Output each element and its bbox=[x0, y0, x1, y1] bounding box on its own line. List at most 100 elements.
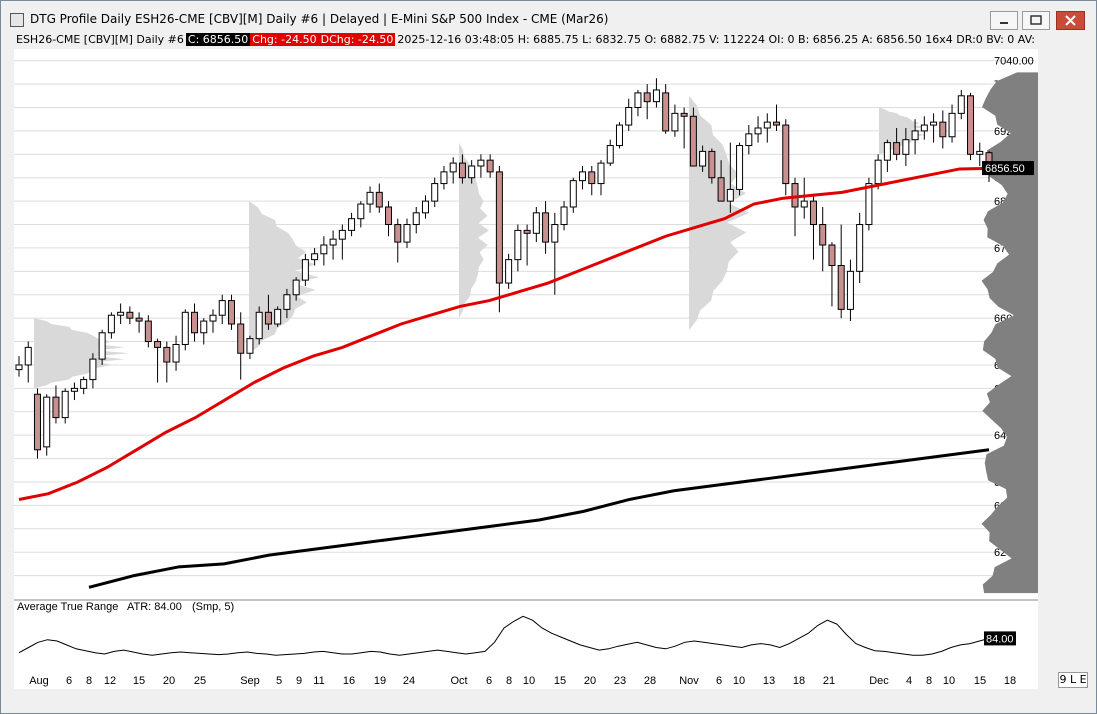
candle bbox=[486, 159, 494, 173]
candle bbox=[255, 311, 263, 340]
x-tick-label: 28 bbox=[644, 675, 656, 687]
candle bbox=[542, 212, 550, 243]
candle bbox=[930, 121, 938, 126]
candle bbox=[514, 229, 522, 261]
candle bbox=[292, 279, 300, 296]
candle bbox=[283, 294, 291, 310]
candle bbox=[246, 338, 254, 354]
candle bbox=[154, 341, 162, 348]
candle bbox=[394, 224, 402, 243]
candle bbox=[652, 89, 660, 103]
candle bbox=[126, 311, 134, 319]
chart-info-bar: ESH26-CME [CBV][M] Daily #6 C: 6856.50 Chg… bbox=[14, 33, 1038, 48]
candle bbox=[551, 224, 559, 243]
candle bbox=[874, 159, 882, 185]
close-icon bbox=[1065, 15, 1076, 26]
chart-plot-area[interactable]: 6160.006200.006240.006280.006320.006360.… bbox=[14, 49, 1038, 669]
x-tick-label: Sep bbox=[240, 675, 260, 687]
x-tick-label: Nov bbox=[679, 675, 699, 687]
x-tick-label: Oct bbox=[450, 675, 467, 687]
atr-value-label: ATR: 84.00 bbox=[127, 601, 182, 613]
candle bbox=[643, 92, 651, 103]
x-tick-label: 18 bbox=[1004, 675, 1016, 687]
candle bbox=[107, 314, 115, 334]
candle bbox=[181, 311, 189, 345]
x-tick-label: 13 bbox=[763, 675, 775, 687]
title-bar[interactable]: DTG Profile Daily ESH26-CME [CBV][M] Dai… bbox=[1, 1, 1096, 33]
last-price-marker bbox=[982, 161, 1034, 176]
candle bbox=[569, 180, 577, 208]
atr-title: Average True Range bbox=[17, 601, 118, 613]
candle bbox=[865, 183, 873, 226]
candle bbox=[24, 346, 32, 366]
candle bbox=[237, 323, 245, 354]
x-tick-label: 8 bbox=[86, 675, 92, 687]
candle bbox=[846, 270, 854, 310]
candle bbox=[689, 115, 697, 167]
candle bbox=[606, 145, 614, 164]
x-tick-label: 19 bbox=[374, 675, 386, 687]
minimize-button[interactable] bbox=[990, 11, 1018, 30]
candle bbox=[200, 320, 208, 334]
candle bbox=[440, 171, 448, 185]
status-badge: 9 L E bbox=[1058, 672, 1088, 688]
candle bbox=[320, 244, 328, 255]
candle bbox=[144, 320, 152, 343]
x-tick-label: 23 bbox=[614, 675, 626, 687]
x-tick-label: 15 bbox=[554, 675, 566, 687]
x-tick-label: 8 bbox=[926, 675, 932, 687]
candle bbox=[468, 165, 476, 179]
candle bbox=[80, 379, 88, 389]
x-tick-label: 15 bbox=[133, 675, 145, 687]
candle bbox=[920, 124, 928, 132]
volume-profile bbox=[34, 318, 129, 389]
x-tick-label: 4 bbox=[906, 675, 912, 687]
candle bbox=[773, 121, 781, 126]
maximize-icon bbox=[1030, 15, 1042, 25]
candle bbox=[274, 308, 282, 325]
symbol-label: ESH26-CME [CBV][M] Daily #6 bbox=[16, 33, 184, 46]
x-tick-label: 6 bbox=[716, 675, 722, 687]
candle bbox=[338, 229, 346, 240]
window-title: DTG Profile Daily ESH26-CME [CBV][M] Dai… bbox=[30, 12, 609, 26]
candle bbox=[98, 332, 106, 360]
candle bbox=[957, 95, 965, 114]
daily-change-value: DChg: -24.50 bbox=[318, 33, 396, 46]
atr-last-label: 84.00 bbox=[986, 633, 1014, 645]
candle bbox=[625, 107, 633, 126]
candle bbox=[828, 244, 836, 266]
candle bbox=[791, 183, 799, 208]
change-value: Chg: -24.50 bbox=[250, 33, 319, 46]
candle bbox=[939, 121, 947, 138]
candle bbox=[856, 224, 864, 272]
overall-volume-profile bbox=[981, 72, 1038, 594]
x-tick-label: 10 bbox=[733, 675, 745, 687]
app-icon bbox=[10, 13, 24, 27]
candle bbox=[15, 364, 23, 371]
x-tick-label: 24 bbox=[403, 675, 415, 687]
fast-moving-average-line bbox=[18, 166, 990, 502]
candle bbox=[902, 139, 910, 155]
candle bbox=[385, 206, 393, 226]
maximize-button[interactable] bbox=[1022, 11, 1050, 30]
x-axis-labels: Aug 6 8 12 15 20 25 Sep 5 9 11 16 19 24 Oct 6 8 10 15 20 23 2… bbox=[29, 675, 1016, 687]
x-tick-label: 5 bbox=[276, 675, 282, 687]
candle bbox=[477, 159, 485, 167]
candle bbox=[52, 396, 60, 419]
candle bbox=[366, 191, 374, 205]
candle bbox=[708, 150, 716, 179]
candle bbox=[745, 133, 753, 147]
close-button[interactable] bbox=[1056, 11, 1085, 30]
candle bbox=[588, 171, 596, 185]
atr-line bbox=[18, 615, 990, 656]
candle bbox=[218, 300, 226, 316]
candle bbox=[357, 203, 365, 220]
candle bbox=[819, 224, 827, 246]
candle bbox=[597, 162, 605, 185]
candle bbox=[191, 311, 199, 334]
candle bbox=[560, 206, 568, 226]
candle bbox=[726, 188, 734, 202]
atr-params: (Smp, 5) bbox=[192, 601, 234, 613]
x-tick-label: 6 bbox=[486, 675, 492, 687]
